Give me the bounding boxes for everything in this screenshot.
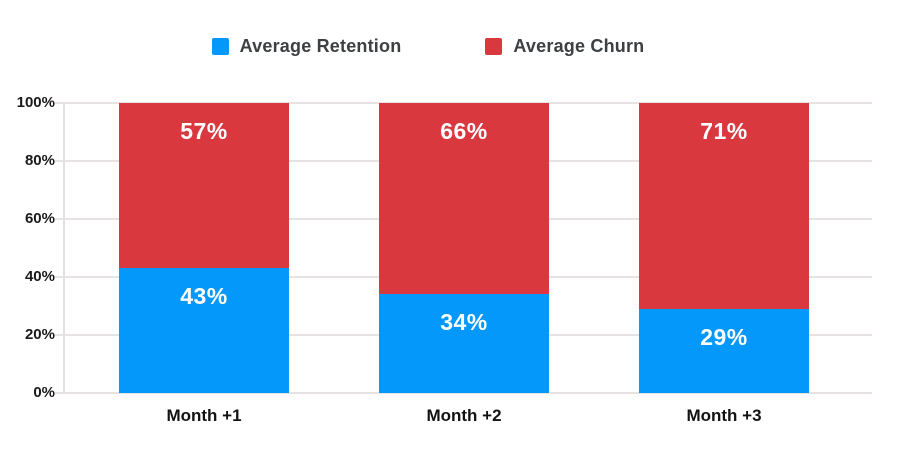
plot-area: 57% 43% Month +1 66% 34% Month +2 71% 29% Month … bbox=[55, 102, 872, 425]
x-axis-label: Month +3 bbox=[686, 406, 762, 425]
y-tick-40: 40% bbox=[24, 268, 55, 285]
churn-value-label: 57% bbox=[180, 118, 228, 144]
churn-segment: 57% bbox=[119, 103, 289, 269]
chart-legend: Average Retention Average Churn bbox=[0, 36, 878, 57]
retention-swatch-icon bbox=[211, 38, 229, 55]
y-tick-0: 0% bbox=[33, 384, 55, 401]
x-axis-label: Month +2 bbox=[426, 406, 502, 425]
churn-value-label: 66% bbox=[440, 118, 488, 144]
y-tick-80: 80% bbox=[24, 152, 55, 169]
bar-column-month-1: 57% 43% Month +1 bbox=[119, 103, 289, 425]
bar-column-month-2: 66% 34% Month +2 bbox=[379, 103, 549, 425]
y-tick-20: 20% bbox=[24, 326, 55, 343]
churn-segment: 71% bbox=[639, 103, 809, 309]
bar-column-month-3: 71% 29% Month +3 bbox=[639, 103, 809, 425]
churn-swatch-icon bbox=[485, 38, 503, 55]
churn-segment: 66% bbox=[379, 103, 549, 295]
retention-segment: 29% bbox=[639, 308, 809, 393]
retention-value-label: 43% bbox=[180, 283, 228, 310]
legend-item-churn: Average Churn bbox=[485, 36, 644, 57]
y-tick-60: 60% bbox=[24, 210, 55, 227]
gridline-0 bbox=[55, 392, 872, 394]
retention-segment: 43% bbox=[119, 268, 289, 393]
legend-item-retention: Average Retention bbox=[211, 36, 402, 57]
retention-value-label: 29% bbox=[700, 323, 748, 350]
y-tick-100: 100% bbox=[16, 94, 55, 111]
legend-label-churn: Average Churn bbox=[513, 36, 645, 56]
retention-segment: 34% bbox=[379, 294, 549, 393]
x-axis-label: Month +1 bbox=[166, 406, 242, 425]
churn-value-label: 71% bbox=[700, 118, 748, 144]
retention-value-label: 34% bbox=[440, 309, 488, 336]
legend-label-retention: Average Retention bbox=[239, 36, 402, 56]
